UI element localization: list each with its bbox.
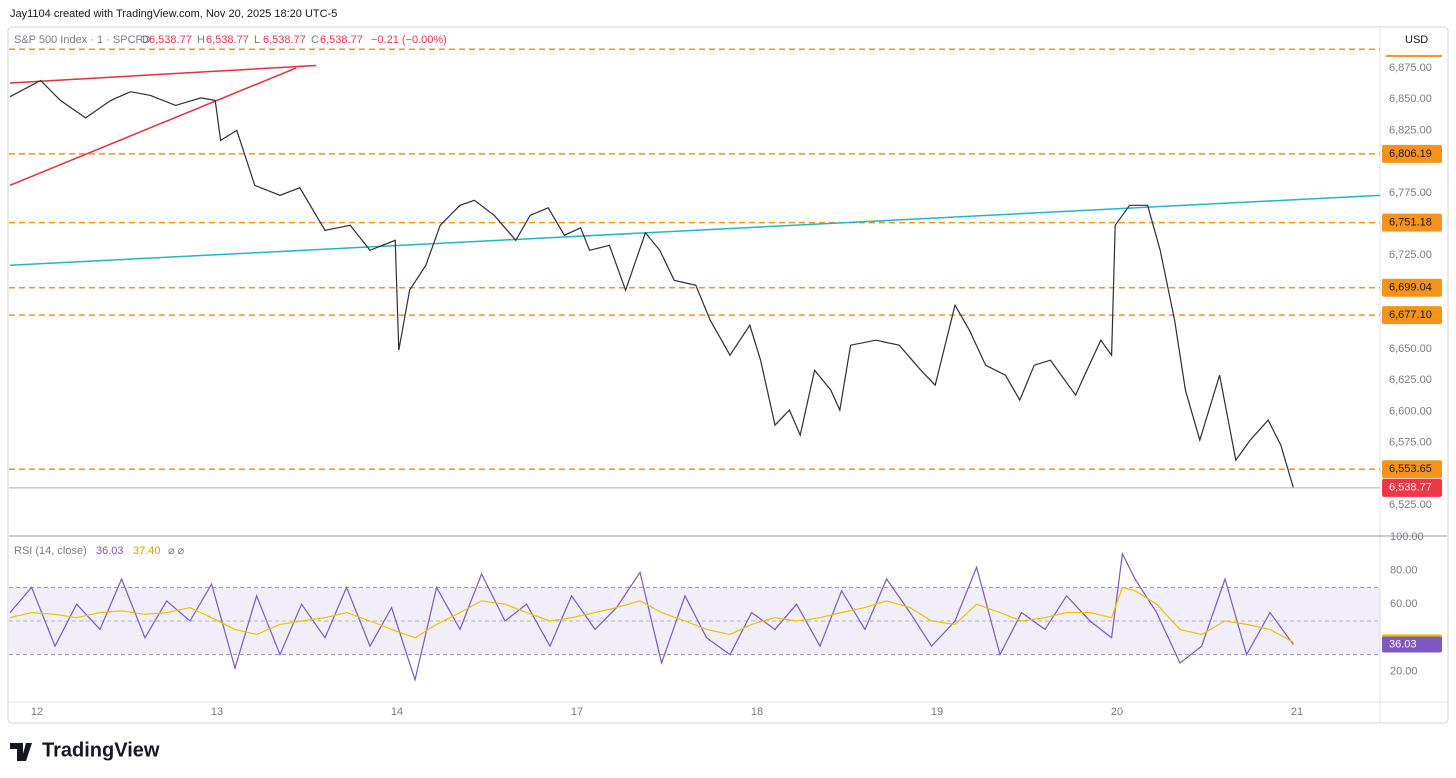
x-tick-label: 17 (571, 706, 583, 718)
currency: USD (1405, 34, 1428, 46)
ohlc-key: H (197, 34, 205, 46)
x-tick-label: 12 (31, 706, 43, 718)
y-tick-label: 6,600.00 (1389, 405, 1432, 417)
level-label: 6,806.19 (1389, 148, 1432, 160)
level-label-box (1382, 306, 1442, 325)
level-label-box (1382, 213, 1442, 232)
y-tick-label: 6,575.00 (1389, 436, 1432, 448)
y-tick-label: 60.00 (1390, 598, 1418, 610)
y-tick-label: 6,775.00 (1389, 187, 1432, 199)
level-label-box (1382, 460, 1442, 479)
x-tick-label: 21 (1291, 706, 1303, 718)
ohlc-key: C (311, 34, 319, 46)
y-tick-label: 6,625.00 (1389, 374, 1432, 386)
y-tick-label: 6,725.00 (1389, 249, 1432, 261)
y-tick-label: 6,650.00 (1389, 343, 1432, 355)
y-tick-label: 6,825.00 (1389, 124, 1432, 136)
rsi-line (9, 551, 1294, 683)
logo-icon (10, 743, 32, 761)
rsi-suffix: ⌀ ⌀ (168, 545, 185, 557)
y-tick-label: 6,850.00 (1389, 93, 1432, 105)
currency-box (1386, 30, 1442, 56)
trendline (9, 67, 297, 187)
level-label-box (1382, 144, 1442, 163)
frame (7, 26, 1449, 724)
ohlc-key: L (254, 34, 260, 46)
trendline (9, 194, 1380, 267)
change: −0.21 (−0.00%) (371, 34, 447, 46)
y-tick-label: 20.00 (1390, 665, 1418, 677)
credit: Jay1104 created with TradingView.com, No… (10, 8, 337, 20)
x-tick-label: 13 (211, 706, 223, 718)
rsi-ma-value: 37.40 (133, 545, 161, 557)
x-tick-label: 19 (931, 706, 943, 718)
x-tick-label: 18 (751, 706, 763, 718)
last-price-box (1382, 478, 1442, 497)
trendline (9, 64, 317, 84)
ohlc-value: 6,538.77 (206, 34, 249, 46)
rsi-title: RSI (14, close) (14, 545, 87, 557)
footer-logo: TradingView (42, 739, 160, 761)
ohlc-key: O (140, 34, 149, 46)
level-label-box (1382, 278, 1442, 297)
rsi-value-label: 36.03 (1389, 638, 1417, 650)
ohlc-value: 6,538.77 (149, 34, 192, 46)
rsi-line (9, 586, 1294, 643)
level-label: 6,751.18 (1389, 216, 1432, 228)
ohlc-value: 6,538.77 (320, 34, 363, 46)
y-tick-label: 100.00 (1390, 531, 1424, 543)
last-price-label: 6,538.77 (1389, 482, 1432, 494)
level-label: 6,553.65 (1389, 463, 1432, 475)
y-tick-label: 6,875.00 (1389, 62, 1432, 74)
symbol-title: S&P 500 Index · 1 · SPCFD (14, 34, 150, 46)
level-label: 6,677.10 (1389, 309, 1432, 321)
y-tick-label: 80.00 (1390, 565, 1418, 577)
rsi-value: 36.03 (96, 545, 124, 557)
x-tick-label: 20 (1111, 706, 1123, 718)
x-tick-label: 14 (391, 706, 403, 718)
y-tick-label: 6,525.00 (1389, 499, 1432, 511)
ohlc-value: 6,538.77 (263, 34, 306, 46)
rsi-value-box (1382, 636, 1442, 653)
price-line (9, 79, 1294, 488)
level-label: 6,699.04 (1389, 282, 1432, 294)
